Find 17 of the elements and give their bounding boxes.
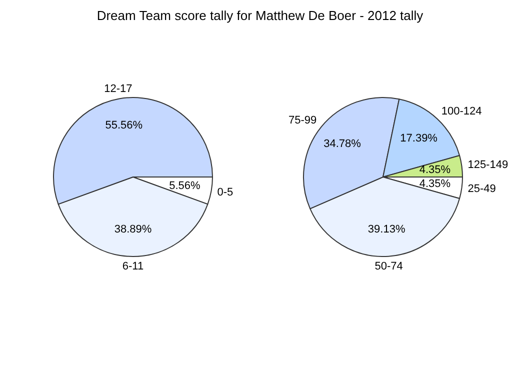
slice-label: 6-11 (122, 260, 144, 273)
slice-label: 25-49 (468, 183, 496, 196)
data-label: 34.78% (324, 138, 362, 150)
slice-label: 0-5 (217, 186, 234, 199)
slice-label: 12-17 (104, 82, 132, 95)
data-label: 38.89% (114, 224, 152, 236)
slice-label: 125-149 (468, 158, 508, 171)
data-label: 5.56% (169, 180, 200, 192)
data-label: 55.56% (105, 119, 143, 132)
data-label: 17.39% (400, 132, 438, 145)
text: Dream Team score tally for Matthew De Boer - 2012 tally (96, 8, 424, 23)
data-label: 4.35% (419, 164, 451, 176)
slice-label: 50-74 (374, 260, 403, 272)
data-label: 39.13% (368, 223, 406, 236)
slice-label: 75-99 (288, 114, 317, 127)
slice-label: 100-124 (441, 106, 482, 118)
data-label: 4.35% (419, 178, 451, 190)
